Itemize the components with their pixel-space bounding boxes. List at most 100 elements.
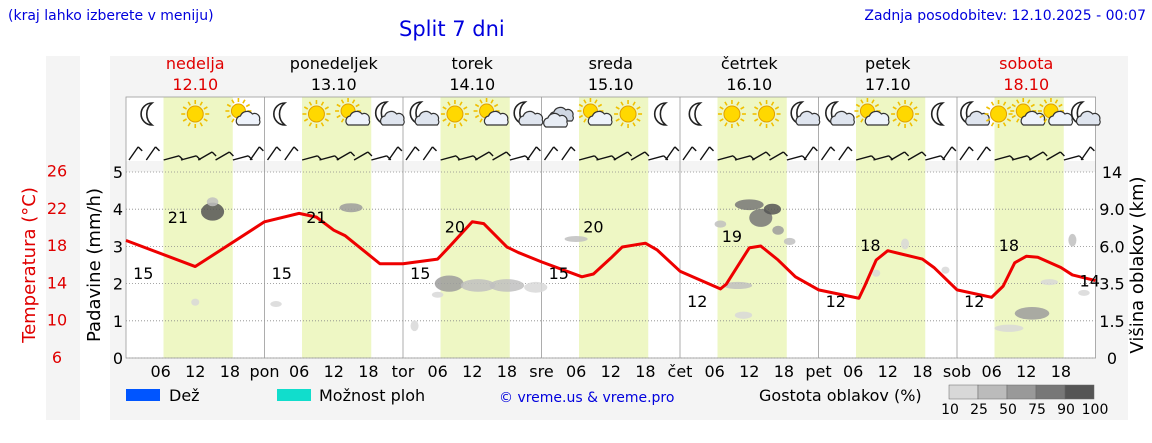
hour-tick: 12	[739, 362, 759, 381]
sun-ray	[583, 99, 587, 104]
sun-ray	[774, 118, 780, 122]
wind-barb-flag	[553, 146, 559, 152]
sun-ray	[632, 101, 636, 106]
cloud-density-blob	[941, 266, 950, 274]
sun-ray	[324, 106, 329, 110]
wind-barb-flag	[627, 151, 633, 157]
cloud-density-step: 100	[1082, 402, 1109, 418]
wind-barb	[976, 146, 988, 161]
day-date: 16.10	[726, 75, 772, 94]
sun-ray	[855, 114, 861, 119]
sun-ray	[474, 114, 480, 119]
cloud-icon	[483, 110, 509, 126]
wind-barb	[353, 151, 369, 161]
cloud-density-blob	[201, 202, 225, 221]
wind-barb	[942, 146, 953, 161]
wind-barb	[474, 151, 490, 161]
cloud-density-blob	[460, 279, 496, 292]
sun-icon	[619, 105, 637, 123]
wind-barb-flag	[940, 155, 946, 161]
cloud-density-blob	[1078, 289, 1090, 296]
sun-ray	[320, 101, 325, 106]
wind-barb	[1080, 146, 1091, 161]
cloud-density-blob	[1040, 279, 1058, 286]
sun-ray	[226, 103, 232, 108]
cloud-density-blob	[749, 208, 773, 227]
wind-barb-flag	[921, 151, 927, 157]
sun-ray	[463, 118, 468, 122]
wind-barb-flag	[1078, 155, 1084, 161]
sun-ray	[1002, 101, 1007, 106]
cloud-density-step: 50	[999, 402, 1017, 418]
sun-ray	[871, 99, 875, 104]
cloud-density-swatch	[1006, 384, 1037, 400]
temperature-label: 14	[1080, 271, 1100, 290]
sun-ray	[479, 99, 483, 104]
chart-title: Split 7 dni	[399, 17, 505, 41]
temperature-label: 20	[583, 217, 603, 236]
sun-ray	[770, 101, 775, 106]
sun-ray	[855, 103, 861, 108]
wind-barb	[128, 146, 139, 161]
cloud-height-tick: 6.0	[1099, 237, 1124, 256]
sun-ray	[740, 106, 745, 110]
cloud-density-swatch	[977, 384, 1008, 400]
wind-barb-flag	[674, 146, 680, 152]
wind-barb-flag	[1042, 151, 1048, 157]
sun-ray	[490, 99, 494, 104]
temperature-label: 12	[826, 292, 846, 311]
sun-ray	[203, 106, 208, 110]
sun-ray	[199, 101, 203, 106]
hour-tick: 06	[566, 362, 586, 381]
cloud-icon	[795, 110, 821, 126]
day-name: nedelja	[166, 54, 225, 73]
wind-barb-flag	[276, 146, 282, 152]
wind-barb	[422, 146, 434, 161]
sun-ray	[182, 106, 187, 110]
hour-tick: 12	[1016, 362, 1036, 381]
day-abbr-tick: sre	[529, 362, 553, 381]
left-axis-panel	[46, 56, 80, 420]
legend-label-rain: Dež	[169, 386, 200, 405]
wind-barb-flag	[535, 146, 541, 152]
precipitation-tick: 4	[113, 200, 123, 219]
wind-barb-flag	[431, 146, 437, 152]
hour-tick: 18	[774, 362, 794, 381]
sun-ray	[874, 103, 880, 108]
temperature-tick: 22	[47, 199, 67, 218]
daylight-band	[856, 97, 926, 358]
sun-icon	[446, 105, 464, 123]
sun-ray	[636, 118, 641, 122]
wind-barb-flag	[570, 146, 576, 152]
wind-barb-flag	[247, 155, 253, 161]
cloud-density-blob	[772, 225, 784, 235]
daylight-band	[302, 97, 372, 358]
wind-barb	[1063, 155, 1080, 161]
temperature-label: 20	[445, 217, 465, 236]
cloud-icon	[379, 110, 405, 126]
sun-ray	[583, 118, 587, 123]
hour-tick: 18	[358, 362, 378, 381]
sun-icon	[307, 105, 325, 123]
cloud-density-blob	[339, 203, 363, 213]
cloud-icon	[345, 110, 371, 126]
day-date: 13.10	[311, 75, 357, 94]
day-abbr-tick: pet	[805, 362, 831, 381]
hour-tick: 12	[878, 362, 898, 381]
wind-barb	[699, 146, 711, 161]
cloud-icon	[235, 110, 261, 126]
sun-ray	[1039, 103, 1044, 108]
cloud-density-blob	[524, 281, 548, 293]
hour-tick: 18	[912, 362, 932, 381]
cloud-density-blob	[994, 324, 1024, 332]
temperature-label: 18	[860, 236, 880, 255]
day-abbr-tick: čet	[668, 362, 693, 381]
cloud-density-step: 25	[970, 402, 988, 418]
cloud-density-blob	[564, 235, 588, 242]
day-abbr-tick: pon	[249, 362, 279, 381]
temperature-label: 21	[306, 208, 326, 227]
legend-swatch-rain	[126, 389, 160, 401]
sun-ray	[758, 101, 763, 106]
day-date: 18.10	[1003, 75, 1049, 94]
wind-barb-flag	[524, 155, 530, 161]
